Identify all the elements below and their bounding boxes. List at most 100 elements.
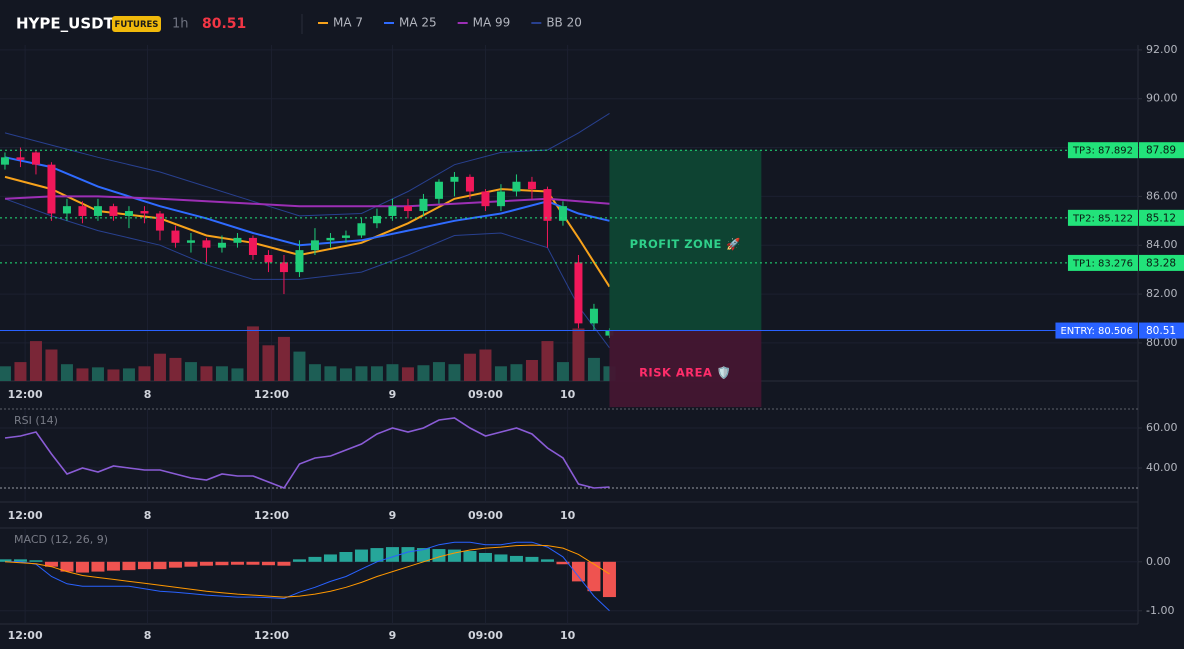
- histogram-bar: [571, 561, 585, 582]
- histogram-bar: [323, 554, 337, 562]
- histogram-bar: [13, 559, 27, 562]
- volume-bar: [184, 362, 197, 381]
- x-tick-label: 12:00: [8, 388, 43, 401]
- candle-body: [388, 206, 397, 216]
- histogram-bar: [602, 561, 616, 598]
- volume-bar: [107, 369, 120, 381]
- candle-body: [310, 240, 319, 251]
- level-tag-bg: [1055, 322, 1138, 339]
- histogram-bar: [540, 559, 554, 562]
- histogram-bar: [478, 552, 492, 562]
- legend: MA 7 MA 25 MA 99 BB 20: [318, 16, 582, 30]
- volume-bar: [293, 351, 306, 381]
- y-tick-label: 0.00: [1146, 555, 1171, 568]
- histogram-bar: [556, 561, 570, 565]
- candle-body: [419, 198, 428, 212]
- histogram-bar: [0, 559, 12, 562]
- y-tick-label: 92.00: [1146, 43, 1178, 56]
- candle-body: [124, 211, 133, 216]
- volume-bar: [572, 328, 585, 381]
- x-tick-label: 12:00: [254, 388, 289, 401]
- histogram-bar: [447, 549, 461, 562]
- volume-bar: [386, 364, 399, 381]
- x-tick-label: 12:00: [8, 509, 43, 522]
- panel-label: MACD (12, 26, 9): [14, 533, 108, 546]
- volume-bar: [200, 366, 213, 381]
- x-tick-label: 8: [144, 629, 152, 642]
- candle-body: [93, 206, 102, 216]
- zone: [609, 150, 762, 331]
- candle-body: [326, 237, 335, 241]
- y-tick-label: 60.00: [1146, 421, 1178, 434]
- histogram-bar: [385, 547, 399, 562]
- level-tag-bg: [1067, 254, 1138, 271]
- y-tick-label: -1.00: [1146, 604, 1174, 617]
- x-tick-label: 10: [560, 388, 576, 401]
- x-tick-label: 12:00: [254, 509, 289, 522]
- volume-bar: [169, 357, 182, 381]
- indicator-line: [5, 541, 610, 612]
- candle-body: [450, 176, 459, 182]
- candle-body: [465, 176, 474, 192]
- x-tick-label: 09:00: [468, 509, 503, 522]
- volume-bar: [29, 341, 42, 381]
- candle-body: [512, 181, 521, 192]
- level-tag: TP3: 87.892: [1072, 146, 1133, 157]
- volume-bar: [448, 364, 461, 381]
- volume-bar: [324, 366, 337, 381]
- indicator-line: [4, 544, 610, 598]
- volume-bar: [479, 349, 492, 381]
- symbol: HYPE_USDT: [16, 15, 115, 33]
- volume-bar: [153, 353, 166, 381]
- histogram-bar: [60, 561, 74, 572]
- x-tick-label: 12:00: [254, 629, 289, 642]
- candle-body: [403, 206, 412, 212]
- histogram-bar: [277, 561, 291, 566]
- level-tag-bg: [1067, 142, 1138, 159]
- histogram-bar: [354, 549, 368, 562]
- zone: [609, 330, 762, 408]
- candle-body: [543, 189, 552, 221]
- histogram-bar: [230, 561, 244, 565]
- volume-bar: [308, 364, 321, 381]
- histogram-bar: [153, 561, 167, 570]
- candle-body: [0, 157, 9, 165]
- volume-bar: [14, 362, 27, 381]
- candle-body: [279, 262, 288, 273]
- volume-bar: [60, 364, 73, 381]
- volume-bar: [417, 365, 430, 381]
- histogram-bar: [308, 556, 322, 562]
- histogram-bar: [44, 561, 58, 567]
- candle-body: [574, 262, 583, 324]
- candle-body: [527, 181, 536, 190]
- volume-bar: [262, 345, 275, 381]
- volume-bar: [339, 368, 352, 381]
- histogram-bar: [292, 559, 306, 562]
- volume-bar: [541, 341, 554, 381]
- zone-label: RISK AREA 🛡️: [639, 365, 732, 379]
- volume-bar: [525, 360, 538, 381]
- level-tag-bg: [1067, 209, 1138, 226]
- level-tag: ENTRY: 80.506: [1060, 326, 1133, 337]
- candle-body: [295, 250, 304, 273]
- y-tick-label: 82.00: [1146, 287, 1178, 300]
- moving-average: [4, 175, 611, 288]
- x-tick-label: 8: [144, 388, 152, 401]
- axis-tag-bg: [1139, 254, 1184, 271]
- x-tick-label: 9: [389, 509, 397, 522]
- histogram-bar: [416, 548, 430, 562]
- candle-body: [233, 237, 242, 243]
- volume-bar: [277, 336, 290, 381]
- candle-body: [434, 181, 443, 199]
- candle-body: [248, 237, 257, 255]
- x-tick-label: 09:00: [468, 388, 503, 401]
- candle-body: [16, 157, 25, 160]
- histogram-bar: [401, 547, 415, 562]
- candle-body: [341, 235, 350, 238]
- axis-tag: 83.28: [1146, 257, 1176, 269]
- candle-body: [109, 206, 118, 216]
- candle-body: [589, 308, 598, 324]
- badge: FUTURES: [115, 20, 159, 30]
- histogram-bar: [246, 561, 260, 565]
- legend-label: BB 20: [546, 16, 582, 30]
